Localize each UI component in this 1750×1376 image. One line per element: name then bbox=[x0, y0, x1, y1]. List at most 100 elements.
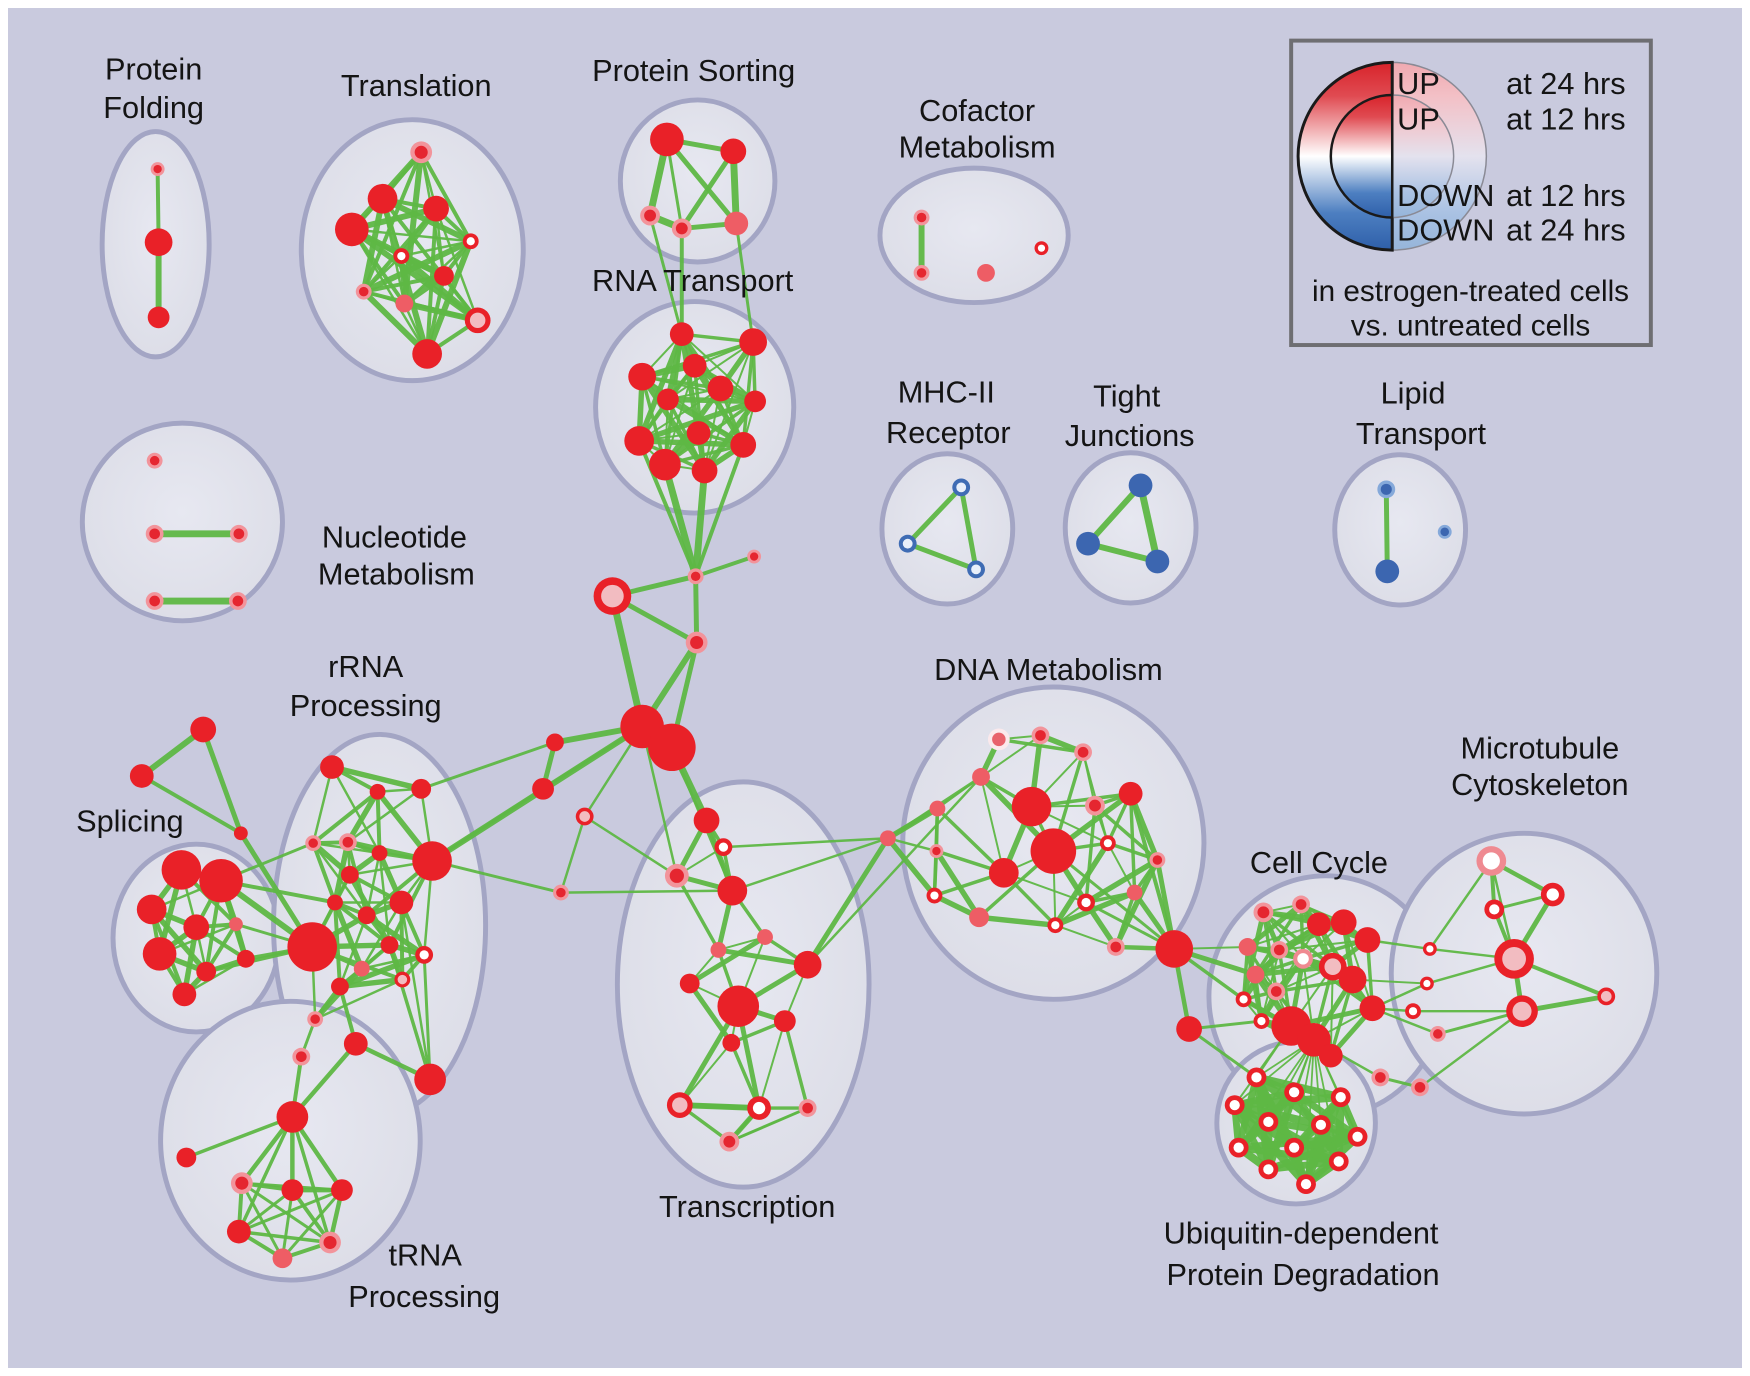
gene-node-tr-4 bbox=[757, 929, 773, 945]
gene-node-spl-1 bbox=[199, 858, 243, 903]
edge bbox=[935, 806, 1006, 875]
gene-node-ubiq-0 bbox=[1246, 1067, 1267, 1088]
gene-node-rt-8 bbox=[624, 426, 655, 456]
legend-caption-1: vs. untreated cells bbox=[1351, 310, 1590, 343]
gene-node-mhc-1 bbox=[898, 534, 917, 553]
gene-node-tr-13 bbox=[798, 1099, 817, 1117]
gene-node-tr-1 bbox=[714, 838, 733, 857]
edge bbox=[608, 592, 646, 731]
gene-node-rt-2 bbox=[682, 353, 707, 378]
gene-network-figure: Protein Folding Translation Protein Sorting… bbox=[8, 8, 1742, 1368]
gene-node-dna-15 bbox=[969, 907, 989, 928]
gene-node-ps-4 bbox=[724, 211, 749, 236]
edge bbox=[237, 1115, 295, 1234]
gene-node-spl-4 bbox=[228, 917, 243, 932]
legend-half-circle bbox=[1391, 94, 1455, 219]
gene-node-rrna-9 bbox=[357, 906, 376, 925]
gene-node-cc-4 bbox=[1330, 909, 1357, 936]
gene-node-rt-9 bbox=[730, 432, 757, 458]
gene-node-lip-1 bbox=[1375, 559, 1400, 584]
legend-time-2: at 12 hrs bbox=[1506, 179, 1625, 213]
gene-node-tr-14 bbox=[719, 1131, 740, 1152]
cluster-label-protein-folding-2: Folding bbox=[103, 91, 204, 125]
gene-node-tr-5 bbox=[710, 942, 727, 958]
cluster-labels: Protein Folding Translation Protein Sorting… bbox=[76, 52, 1628, 1314]
gene-node-spl-2 bbox=[136, 894, 167, 925]
gene-node-rrna-3 bbox=[305, 835, 322, 852]
gene-node-tln-6 bbox=[434, 265, 454, 286]
edge bbox=[422, 953, 432, 1081]
edge bbox=[885, 805, 941, 841]
gene-node-dna-19 bbox=[1106, 938, 1125, 956]
edge bbox=[1267, 1038, 1315, 1171]
edge bbox=[400, 901, 432, 1081]
gene-node-dna-13 bbox=[1149, 852, 1166, 868]
edge bbox=[933, 848, 982, 921]
edge bbox=[1253, 902, 1303, 977]
gene-node-pf-0 bbox=[150, 162, 165, 177]
edge bbox=[363, 912, 427, 958]
gene-node-tr-7 bbox=[679, 973, 700, 994]
cluster-label-lipid-2: Transport bbox=[1356, 417, 1487, 451]
gene-node-ubiq-8 bbox=[1284, 1137, 1305, 1158]
edge bbox=[361, 273, 446, 294]
gene-node-trna-0 bbox=[276, 1101, 309, 1133]
gene-node-rt-4 bbox=[707, 375, 734, 402]
legend-direction-1: UP bbox=[1397, 103, 1440, 137]
gene-node-tr-11 bbox=[666, 1092, 693, 1118]
gene-node-ubiq-9 bbox=[1328, 1151, 1349, 1172]
edge bbox=[346, 787, 423, 844]
edge bbox=[1054, 924, 1117, 948]
gene-node-trna-9 bbox=[343, 1031, 368, 1056]
gene-node-mid-2 bbox=[593, 577, 632, 615]
gene-node-dna-5 bbox=[929, 800, 946, 817]
gene-node-ubiq-2 bbox=[1330, 1087, 1351, 1108]
edge bbox=[958, 484, 979, 572]
gene-node-ps-3 bbox=[671, 218, 692, 239]
gene-node-pre-2 bbox=[233, 826, 248, 841]
edge bbox=[1278, 939, 1369, 951]
edge bbox=[885, 835, 938, 899]
gene-node-nuc-4 bbox=[228, 592, 247, 610]
gene-node-tln-3 bbox=[423, 195, 449, 222]
edge bbox=[1083, 857, 1161, 906]
edge bbox=[290, 1115, 332, 1245]
cluster-label-ubiquitin-2: Protein Degradation bbox=[1167, 1258, 1440, 1292]
cluster-label-splicing: Splicing bbox=[76, 804, 183, 838]
edge bbox=[583, 815, 679, 878]
cluster-label-cell-cycle: Cell Cycle bbox=[1250, 846, 1388, 880]
gene-node-trna-4 bbox=[226, 1219, 251, 1244]
edge bbox=[290, 1041, 359, 1120]
gene-node-spl-3 bbox=[183, 914, 210, 941]
edge bbox=[311, 765, 334, 845]
cluster-ellipse-protein-sorting bbox=[617, 97, 778, 265]
gene-node-tln-10 bbox=[412, 339, 442, 369]
gene-node-ubiq-11 bbox=[1296, 1174, 1316, 1195]
gene-node-ps-0 bbox=[650, 122, 684, 157]
edge bbox=[1106, 842, 1136, 894]
gene-node-cc-3 bbox=[1307, 912, 1331, 937]
edge bbox=[636, 398, 758, 444]
edge bbox=[1418, 1009, 1524, 1089]
edge bbox=[936, 775, 983, 810]
edge bbox=[734, 221, 755, 344]
edge bbox=[980, 775, 1005, 874]
gene-node-br-3 bbox=[1429, 1026, 1446, 1042]
gene-node-tr-9 bbox=[773, 1010, 796, 1032]
gene-node-tr-3 bbox=[717, 875, 748, 906]
gene-node-rrna-17 bbox=[394, 971, 411, 988]
gene-node-rrna-13 bbox=[353, 960, 370, 977]
gene-node-lip-0 bbox=[1377, 480, 1396, 499]
edge bbox=[976, 914, 1059, 928]
cluster-label-trna-1: tRNA bbox=[388, 1238, 462, 1272]
gene-node-tr-8 bbox=[717, 985, 760, 1028]
edge bbox=[1051, 849, 1176, 951]
gene-node-tr-0 bbox=[693, 807, 720, 834]
edge bbox=[1383, 486, 1390, 574]
gene-node-spl-8 bbox=[172, 982, 197, 1007]
edge bbox=[728, 1107, 809, 1143]
edge bbox=[679, 148, 736, 231]
gene-node-mid-0 bbox=[687, 568, 704, 585]
gene-node-cc-2 bbox=[1292, 895, 1310, 914]
gene-node-rrna-5 bbox=[340, 865, 359, 884]
